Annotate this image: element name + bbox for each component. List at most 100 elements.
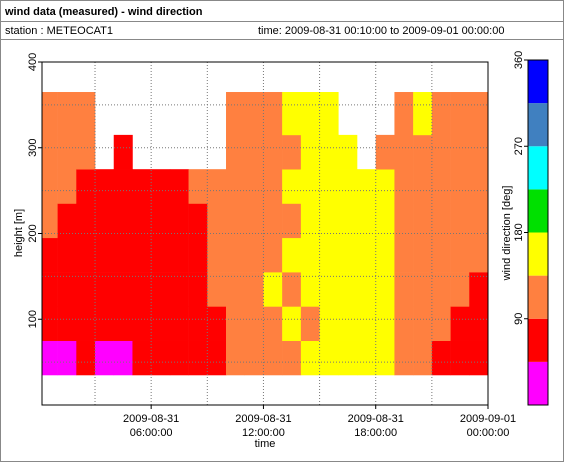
cell <box>244 306 264 341</box>
cell <box>319 306 339 341</box>
cell <box>95 169 115 204</box>
cell <box>132 169 152 204</box>
cell <box>469 203 489 239</box>
cell <box>76 134 96 170</box>
colorbar-segment <box>528 232 548 276</box>
cell <box>450 134 470 170</box>
cell <box>244 134 264 170</box>
cell <box>357 237 377 273</box>
cell <box>300 306 320 341</box>
colorbar-segment <box>528 60 548 104</box>
cell <box>282 169 302 204</box>
cell <box>244 340 264 376</box>
cell <box>226 203 246 239</box>
cell <box>375 169 395 204</box>
cell <box>151 203 171 239</box>
x-axis-label: time <box>255 438 276 450</box>
cell <box>431 203 451 239</box>
x-tick-label: 2009-08-31 18:00:00 <box>348 413 404 439</box>
cell <box>263 340 283 376</box>
cell <box>300 92 320 136</box>
cell <box>375 237 395 273</box>
cell <box>57 169 77 204</box>
cell <box>42 340 58 376</box>
cell <box>226 134 246 170</box>
cell <box>300 340 320 376</box>
cell <box>394 134 414 170</box>
cell <box>450 237 470 273</box>
cell <box>113 340 133 376</box>
cell <box>207 340 227 376</box>
cell <box>431 340 451 376</box>
cell <box>300 203 320 239</box>
colorbar-tick-label: 360 <box>513 51 525 69</box>
cell <box>431 306 451 341</box>
cell <box>338 340 358 376</box>
cell <box>226 169 246 204</box>
cell <box>42 92 58 136</box>
cell <box>244 92 264 136</box>
cell <box>113 169 133 204</box>
cell <box>357 340 377 376</box>
cell <box>226 92 246 136</box>
cell <box>169 169 189 204</box>
cell <box>169 203 189 239</box>
cell <box>263 272 283 307</box>
cell <box>151 306 171 341</box>
cell <box>132 306 152 341</box>
cell <box>226 237 246 273</box>
cell <box>244 237 264 273</box>
cell <box>375 203 395 239</box>
cell <box>263 92 283 136</box>
cell <box>95 237 115 273</box>
cell <box>151 169 171 204</box>
cell <box>282 134 302 170</box>
colorbar-segment <box>528 146 548 190</box>
cell <box>300 272 320 307</box>
cell <box>450 272 470 307</box>
x-tick-label: 2009-09-01 00:00:00 <box>460 413 516 439</box>
cell <box>169 272 189 307</box>
cell <box>300 169 320 204</box>
cell <box>207 203 227 239</box>
cell <box>413 237 433 273</box>
cell <box>76 272 96 307</box>
cell <box>226 340 246 376</box>
cell <box>375 272 395 307</box>
cell <box>113 134 133 170</box>
cell <box>469 306 489 341</box>
cell <box>42 203 58 239</box>
colorbar-tick-label: 270 <box>513 137 525 155</box>
cell <box>338 169 358 204</box>
x-tick-label: 2009-08-31 12:00:00 <box>235 413 291 439</box>
colorbar-label: wind direction [deg] <box>501 186 513 282</box>
cell <box>244 169 264 204</box>
cell <box>469 169 489 204</box>
cell <box>413 203 433 239</box>
cell <box>169 306 189 341</box>
cell <box>207 237 227 273</box>
cell <box>42 237 58 273</box>
cell <box>42 134 58 170</box>
cell <box>394 92 414 136</box>
station: station : METEOCAT1 <box>5 25 113 37</box>
cell <box>57 272 77 307</box>
cell <box>188 203 208 239</box>
cell <box>42 306 58 341</box>
colorbar-tick-label: 180 <box>513 223 525 241</box>
cell <box>394 340 414 376</box>
cell <box>319 203 339 239</box>
cell <box>95 203 115 239</box>
cell <box>319 237 339 273</box>
cell <box>413 134 433 170</box>
cell <box>357 306 377 341</box>
colorbar-segment <box>528 275 548 319</box>
cell <box>469 237 489 273</box>
cell <box>113 203 133 239</box>
cell <box>57 340 77 376</box>
cell <box>57 203 77 239</box>
cell <box>394 237 414 273</box>
cell <box>450 306 470 341</box>
cell <box>76 306 96 341</box>
cell <box>413 92 433 136</box>
